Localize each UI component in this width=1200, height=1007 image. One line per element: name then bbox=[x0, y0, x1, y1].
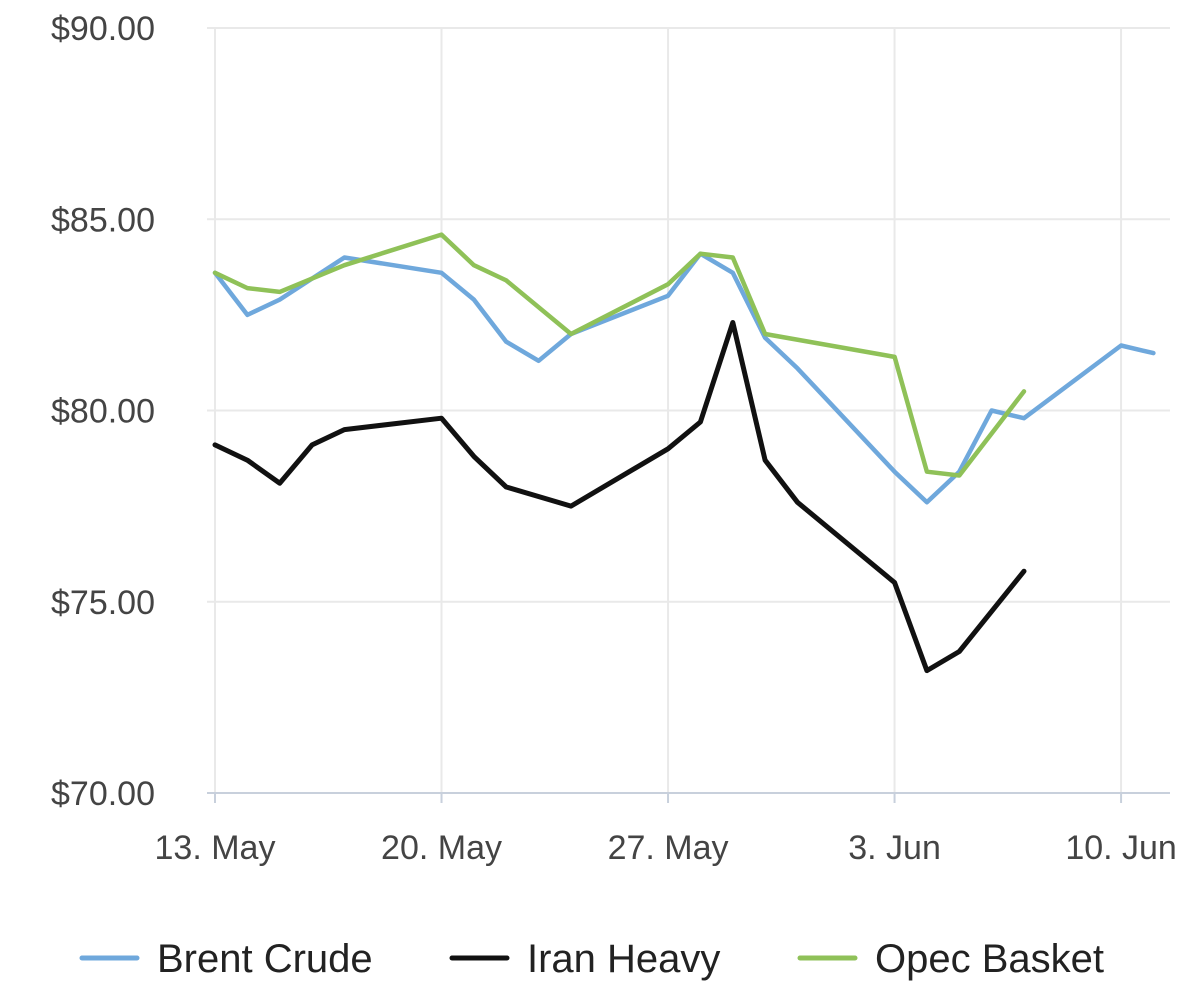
series-line-opec-basket bbox=[212, 232, 1027, 478]
x-tick-label: 13. May bbox=[155, 829, 276, 867]
y-tick-label: $80.00 bbox=[51, 393, 155, 431]
legend-label: Opec Basket bbox=[875, 937, 1104, 981]
x-axis bbox=[207, 792, 1170, 803]
x-tick-label: 10. Jun bbox=[1065, 829, 1177, 867]
grid-lines bbox=[207, 27, 1170, 793]
x-axis-tick-labels: 13. May 20. May 27. May 3. Jun 10. Jun bbox=[155, 829, 1177, 867]
y-tick-label: $70.00 bbox=[51, 775, 155, 813]
y-axis-tick-labels: $70.00 $75.00 $80.00 $85.00 $90.00 bbox=[51, 10, 155, 813]
y-tick-label: $85.00 bbox=[51, 201, 155, 239]
y-tick-label: $90.00 bbox=[51, 10, 155, 48]
x-tick-label: 20. May bbox=[381, 829, 502, 867]
legend: Brent Crude Iran Heavy Opec Basket bbox=[79, 937, 1104, 981]
y-tick-label: $75.00 bbox=[51, 584, 155, 622]
legend-label: Iran Heavy bbox=[527, 937, 720, 981]
series-lines bbox=[212, 232, 1156, 674]
x-tick-label: 27. May bbox=[608, 829, 729, 867]
legend-item-opec-basket[interactable]: Opec Basket bbox=[797, 937, 1104, 981]
series-line-brent-crude bbox=[212, 251, 1156, 505]
legend-item-brent-crude[interactable]: Brent Crude bbox=[79, 937, 373, 981]
series-line-iran-heavy bbox=[212, 320, 1027, 674]
legend-item-iran-heavy[interactable]: Iran Heavy bbox=[449, 937, 720, 981]
x-tick-label: 3. Jun bbox=[848, 829, 941, 867]
legend-label: Brent Crude bbox=[157, 937, 373, 981]
